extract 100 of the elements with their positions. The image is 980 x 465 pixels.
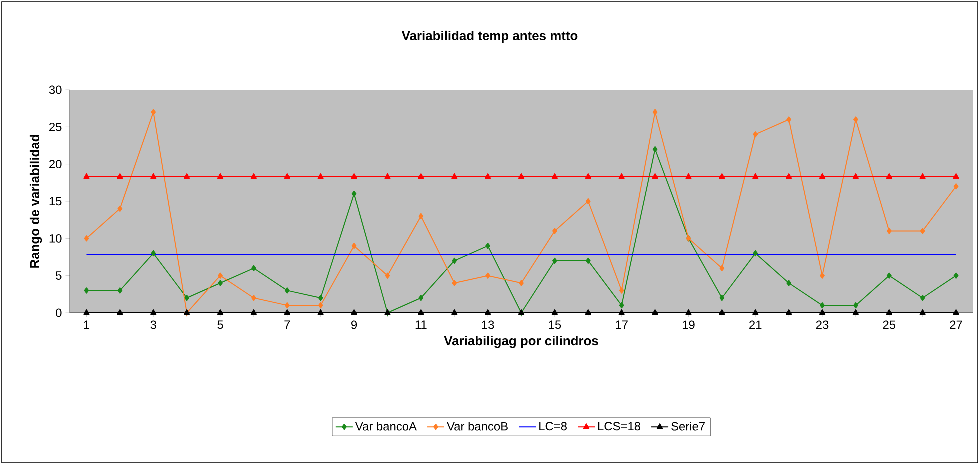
y-tick-label: 25 — [50, 122, 62, 132]
point — [284, 302, 290, 309]
y-tick-label: 5 — [56, 272, 62, 280]
point — [84, 236, 90, 242]
chart-title: Variabilidad temp antes mtto — [402, 30, 578, 44]
point — [486, 272, 491, 279]
x-axis-title: Variabiligag por cilindros — [444, 336, 598, 348]
point — [150, 310, 157, 315]
point — [854, 302, 858, 309]
x-tick-label: 15 — [549, 320, 562, 330]
point — [484, 173, 492, 179]
x-tick-label: 9 — [352, 320, 358, 330]
point — [184, 173, 190, 179]
point — [118, 206, 123, 212]
point — [854, 116, 858, 123]
point — [218, 272, 223, 279]
y-tick-label: 30 — [49, 86, 62, 94]
y-tick-label: 15 — [50, 197, 62, 206]
legend-label: Var bancoA — [355, 422, 417, 431]
point — [452, 258, 458, 264]
x-tick-label: 25 — [883, 320, 896, 330]
point — [652, 310, 658, 315]
point — [452, 173, 458, 179]
point — [218, 280, 223, 286]
point — [519, 280, 524, 286]
point — [184, 295, 190, 302]
point — [284, 288, 290, 294]
y-tick-label: 10 — [50, 234, 62, 243]
x-tick-label: 7 — [284, 320, 290, 329]
point — [618, 173, 625, 179]
point — [484, 310, 492, 315]
point — [84, 288, 90, 294]
point — [151, 250, 156, 257]
point — [720, 265, 725, 272]
point — [318, 302, 324, 309]
point — [719, 173, 726, 179]
point — [552, 228, 558, 234]
point — [619, 288, 624, 294]
x-tick-label: 11 — [416, 320, 427, 329]
point — [318, 295, 324, 302]
point — [418, 310, 424, 315]
point — [84, 173, 90, 179]
point — [151, 109, 156, 116]
point — [418, 295, 424, 302]
point — [217, 310, 224, 315]
point — [753, 250, 758, 257]
point — [418, 173, 424, 179]
legend-label: Serie7 — [672, 422, 705, 431]
point — [920, 295, 926, 302]
point — [786, 280, 792, 286]
point — [586, 258, 591, 264]
point — [652, 146, 658, 153]
point — [786, 116, 792, 123]
point — [886, 272, 892, 279]
legend-label: LC=8 — [540, 422, 567, 431]
point — [753, 132, 758, 138]
x-tick-label: 27 — [950, 320, 962, 330]
point — [652, 109, 658, 116]
point — [819, 173, 826, 179]
point — [351, 173, 358, 179]
point — [819, 310, 826, 315]
point — [318, 310, 324, 315]
point — [852, 310, 860, 315]
x-tick-label: 23 — [816, 320, 829, 330]
point — [552, 310, 558, 315]
point — [920, 173, 926, 179]
point — [452, 280, 458, 286]
point — [250, 310, 258, 315]
point — [886, 228, 892, 234]
x-tick-label: 3 — [150, 320, 156, 330]
point — [552, 258, 558, 264]
point — [452, 310, 458, 315]
point — [720, 295, 725, 302]
point — [820, 272, 825, 279]
x-tick-label: 1 — [84, 320, 90, 329]
point — [284, 310, 290, 315]
point — [752, 173, 759, 179]
point — [385, 272, 390, 279]
legend-label: LCS=18 — [598, 422, 640, 431]
x-tick-label: 19 — [682, 320, 695, 330]
point — [486, 243, 491, 250]
point — [953, 310, 960, 315]
point — [585, 310, 592, 315]
point — [686, 310, 692, 315]
y-tick-label: 20 — [50, 160, 62, 169]
point — [118, 288, 123, 294]
point — [418, 213, 424, 220]
point — [820, 302, 825, 309]
x-tick-label: 17 — [616, 320, 628, 329]
point — [150, 173, 157, 179]
point — [250, 173, 258, 179]
point — [686, 173, 692, 179]
point — [619, 302, 624, 309]
x-tick-label: 5 — [218, 320, 224, 330]
point — [352, 243, 357, 250]
point — [586, 198, 591, 205]
point — [585, 173, 592, 179]
point — [786, 310, 792, 315]
point — [252, 295, 256, 302]
point — [252, 265, 256, 272]
